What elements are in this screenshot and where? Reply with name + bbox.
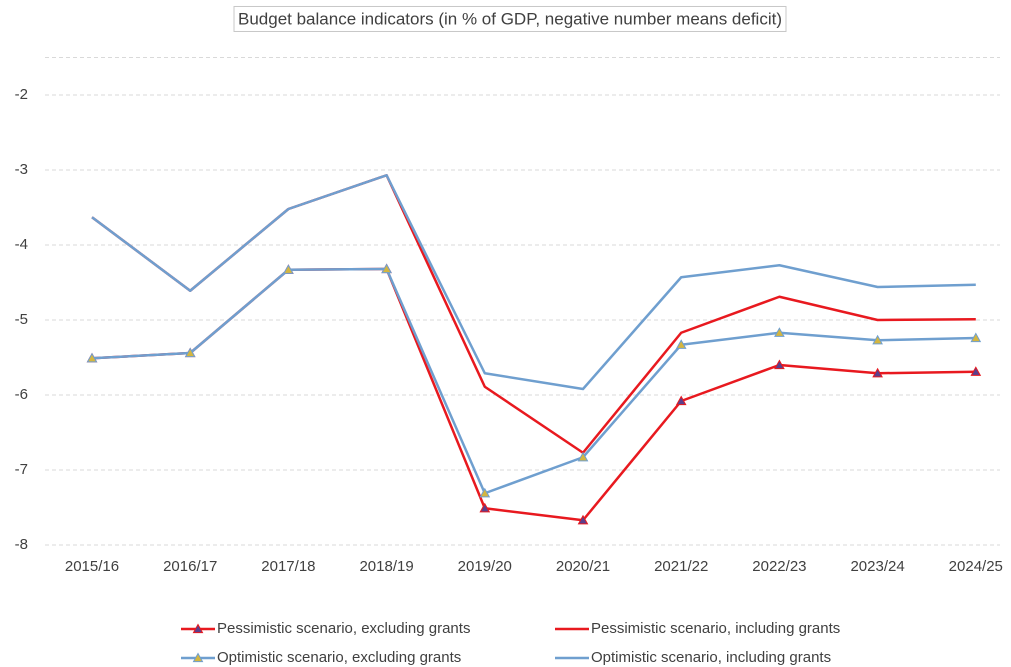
x-tick-label: 2018/19 bbox=[359, 558, 413, 575]
marker bbox=[872, 367, 883, 378]
y-tick-label: -3 bbox=[15, 161, 28, 178]
marker bbox=[381, 263, 392, 274]
marker bbox=[774, 327, 785, 337]
x-tick-label: 2024/25 bbox=[949, 558, 1003, 575]
marker bbox=[675, 395, 687, 406]
legend-marker bbox=[192, 652, 204, 663]
marker bbox=[479, 502, 491, 513]
marker bbox=[577, 514, 589, 525]
x-tick-label: 2019/20 bbox=[458, 558, 512, 575]
x-tick-label: 2023/24 bbox=[850, 558, 904, 575]
marker bbox=[479, 487, 491, 498]
y-tick-label: -8 bbox=[15, 536, 28, 553]
x-tick-label: 2016/17 bbox=[163, 558, 217, 575]
marker bbox=[970, 332, 982, 343]
series-line bbox=[91, 174, 976, 454]
x-tick-label: 2020/21 bbox=[556, 558, 610, 575]
legend-marker bbox=[192, 623, 204, 634]
marker bbox=[774, 359, 785, 370]
marker bbox=[970, 366, 982, 376]
series-line bbox=[91, 267, 976, 495]
marker bbox=[675, 339, 687, 349]
y-tick-label: -4 bbox=[15, 236, 28, 253]
title-box bbox=[233, 5, 787, 32]
marker bbox=[872, 334, 883, 345]
y-tick-label: -5 bbox=[15, 311, 28, 328]
x-tick-label: 2017/18 bbox=[261, 558, 315, 575]
marker bbox=[86, 352, 98, 363]
series-line bbox=[91, 174, 976, 391]
legend-label: Optimistic scenario, excluding grants bbox=[217, 649, 461, 666]
marker bbox=[184, 347, 196, 358]
x-tick-label: 2015/16 bbox=[65, 558, 119, 575]
y-tick-label: -6 bbox=[15, 386, 28, 403]
legend-label: Optimistic scenario, including grants bbox=[591, 649, 831, 666]
y-tick-label: -7 bbox=[15, 461, 28, 478]
marker bbox=[283, 264, 294, 274]
x-tick-label: 2022/23 bbox=[752, 558, 806, 575]
chart-title: Budget balance indicators (in % of GDP, … bbox=[238, 9, 782, 28]
legend-label: Pessimistic scenario, including grants bbox=[591, 620, 840, 637]
x-tick-label: 2021/22 bbox=[654, 558, 708, 575]
legend-label: Pessimistic scenario, excluding grants bbox=[217, 620, 470, 637]
y-tick-label: -2 bbox=[15, 86, 28, 103]
marker bbox=[577, 451, 589, 462]
